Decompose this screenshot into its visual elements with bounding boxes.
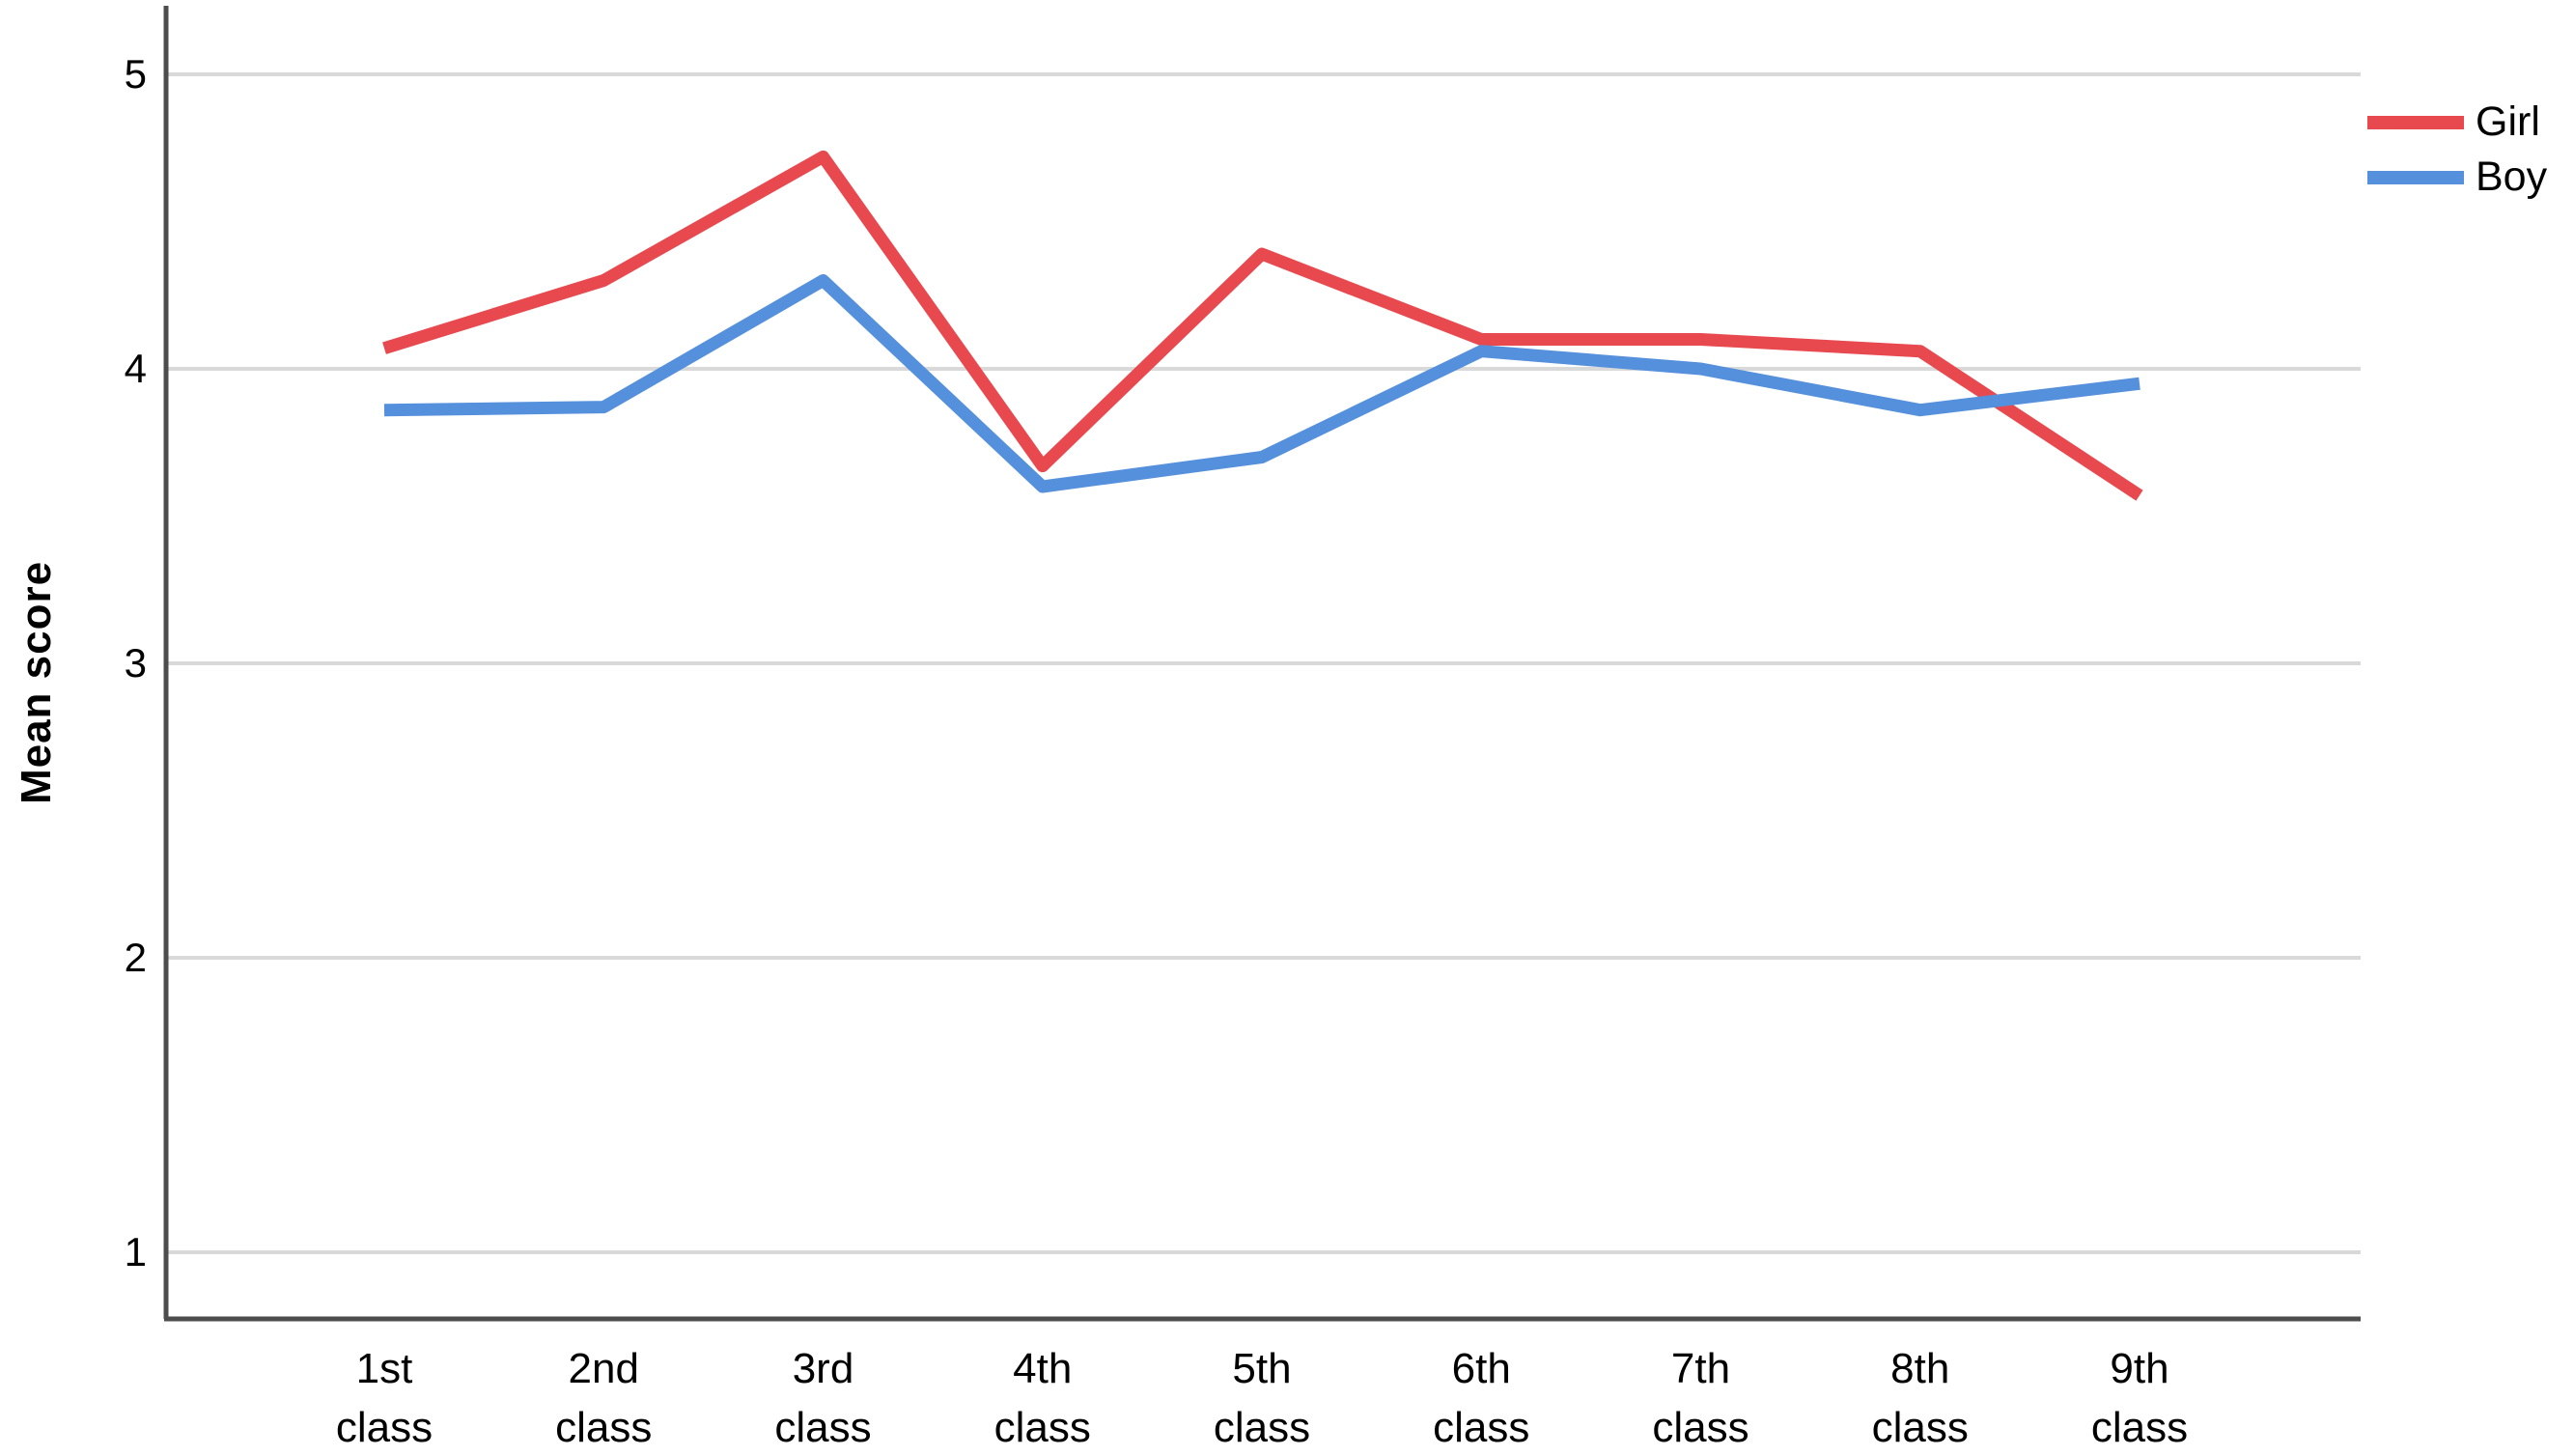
legend-swatch-boy bbox=[2367, 170, 2464, 184]
y-tick-label: 2 bbox=[124, 935, 147, 980]
x-category-label: 6th class bbox=[1433, 1345, 1530, 1451]
y-tick-label: 4 bbox=[124, 346, 147, 391]
legend-label: Girl bbox=[2476, 98, 2540, 145]
series-line-boy bbox=[383, 274, 2140, 493]
x-category-label: 8th class bbox=[1871, 1345, 1969, 1451]
x-category-label: 5th class bbox=[1213, 1345, 1311, 1451]
x-category-label: 2nd class bbox=[555, 1345, 653, 1451]
x-category-label: 4th class bbox=[993, 1345, 1091, 1451]
series-line-girl bbox=[382, 150, 2143, 501]
x-category-label: 3rd class bbox=[774, 1345, 872, 1451]
y-tick-label: 3 bbox=[124, 640, 147, 686]
y-tick-label: 1 bbox=[124, 1229, 147, 1274]
legend-swatch-girl bbox=[2367, 115, 2464, 129]
y-tick-label: 5 bbox=[124, 51, 147, 97]
legend-item-boy: Boy bbox=[2367, 150, 2547, 205]
x-category-label: 7th class bbox=[1652, 1345, 1749, 1451]
legend: Girl Boy bbox=[2367, 95, 2547, 205]
legend-item-girl: Girl bbox=[2367, 95, 2547, 150]
legend-label: Boy bbox=[2476, 154, 2548, 200]
x-category-label: 1st class bbox=[335, 1345, 434, 1451]
x-category-label: 9th class bbox=[2090, 1345, 2189, 1451]
